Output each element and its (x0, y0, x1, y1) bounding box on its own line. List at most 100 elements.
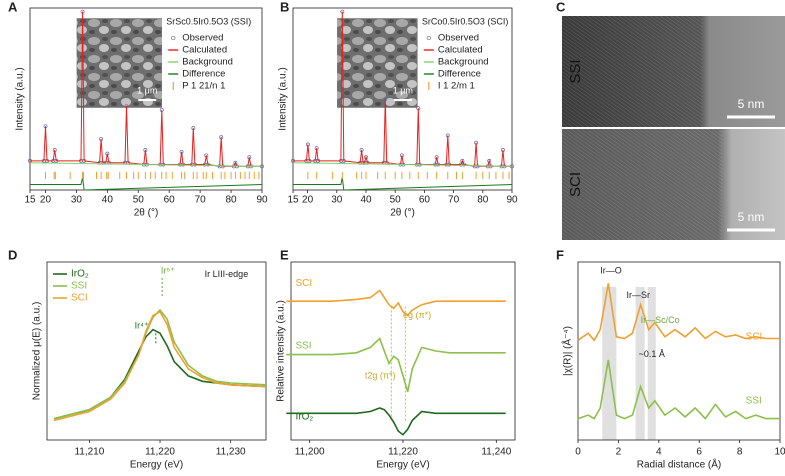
x-tick-label: 11,220 (145, 447, 175, 458)
x-tick-label: 70 (448, 195, 460, 206)
x-tick-label: 70 (195, 195, 207, 206)
x-tick-label: 11,210 (74, 447, 104, 458)
sample-label: SrCo0.5Ir0.5O3 (SCI) (422, 16, 509, 26)
x-axis-label: Energy (eV) (376, 460, 429, 471)
shell-band (647, 287, 656, 440)
series-line (286, 407, 506, 436)
x-tick-label: 90 (506, 195, 518, 206)
scale-bar-label: 5 nm (738, 97, 765, 111)
x-tick-label: 2 (616, 447, 622, 458)
legend-label: Calculated (182, 45, 227, 56)
legend-symbol (426, 35, 431, 41)
x-tick-label: 11,220 (388, 447, 418, 458)
legend-label: SCI (71, 293, 88, 304)
y-axis-label: Intensity (a.u.) (15, 67, 26, 130)
x-axis-label: Energy (eV) (130, 460, 183, 471)
x-tick-label: 6 (696, 447, 702, 458)
series-line (29, 162, 263, 167)
legend-label: IrO₂ (71, 269, 89, 280)
annotation: eg (π*) (403, 310, 431, 320)
legend-label: Calculated (438, 45, 483, 56)
series-label: SSI (295, 340, 311, 351)
plot-frame (292, 7, 513, 191)
annotation: Ir⁵⁺ (161, 265, 175, 275)
series-label: SSI (746, 395, 762, 406)
x-tick-label: 80 (477, 195, 489, 206)
annotation: Ir LIII-edge (205, 269, 249, 279)
x-tick-label: 11,240 (481, 447, 511, 458)
series-line (293, 177, 513, 191)
legend-symbol (171, 35, 176, 41)
x-tick-label: 80 (226, 195, 238, 206)
x-tick-label: 20 (302, 195, 314, 206)
x-tick-label: 50 (133, 195, 145, 206)
tem-lattice (562, 16, 703, 127)
series-label: SCI (746, 331, 763, 342)
observed-point (233, 160, 238, 165)
sem-inset (76, 17, 163, 109)
series-line (577, 283, 780, 342)
y-axis-label: Relative intensity (a.u.) (276, 300, 287, 402)
image-label: SCI (567, 172, 584, 197)
x-tick-label: 40 (102, 195, 114, 206)
series-line (286, 337, 506, 393)
tem-lattice (562, 129, 723, 240)
series-line (30, 177, 263, 191)
x-tick-label: 60 (419, 195, 431, 206)
legend-label: SSI (71, 281, 87, 292)
legend-label: Observed (438, 33, 479, 44)
legend-label: P 1 21/n 1 (182, 81, 225, 92)
y-axis-label: Normalized μ(E) (a.u.) (32, 302, 43, 401)
x-tick-label: 15 (24, 195, 36, 206)
plot-frame (29, 7, 263, 191)
panel-letter: D (8, 247, 17, 262)
plot-frame (46, 261, 267, 441)
panel-letter: A (8, 0, 18, 14)
scale-bar-label: 1 μm (137, 85, 157, 95)
panel-letter: B (280, 0, 289, 14)
series-line (577, 359, 780, 420)
legend-label: Observed (182, 33, 223, 44)
x-tick-label: 8 (737, 447, 743, 458)
x-tick-label: 40 (360, 195, 372, 206)
x-axis-label: 2θ (°) (390, 208, 415, 219)
image-label: SSI (567, 59, 584, 83)
shell-band (635, 287, 645, 440)
annotation: Ir—Sc/Co (641, 315, 680, 325)
sem-inset (336, 17, 419, 109)
legend-label: Background (182, 57, 233, 68)
legend-label: Difference (438, 69, 481, 80)
plot-frame (577, 261, 781, 441)
annotation: Ir—Sr (626, 290, 650, 300)
legend-label: Background (438, 57, 489, 68)
panel-letter: F (556, 247, 564, 262)
panel-letter: E (280, 247, 289, 262)
series-line (53, 310, 267, 422)
x-tick-label: 30 (71, 195, 83, 206)
series-line (292, 162, 513, 167)
observed-point (460, 158, 465, 163)
annotation: Ir⁴⁺ (135, 320, 149, 330)
panel-letter: C (556, 0, 566, 14)
y-axis-label: Intensity (a.u.) (278, 67, 289, 130)
x-tick-label: 50 (390, 195, 402, 206)
sample-label: SrSc0.5Ir0.5O3 (SSI) (166, 16, 251, 26)
series-line (286, 289, 506, 317)
series-line (53, 328, 267, 420)
x-axis-label: Radial distance (Å) (637, 458, 721, 471)
x-tick-label: 11,230 (216, 447, 246, 458)
x-tick-label: 10 (774, 447, 785, 458)
scale-bar-label: 5 nm (738, 210, 765, 224)
x-tick-label: 30 (331, 195, 343, 206)
annotation: Ir—O (600, 265, 622, 275)
scale-bar-label: 1 μm (393, 85, 413, 95)
legend-label: Difference (182, 69, 225, 80)
x-tick-label: 11,200 (295, 447, 325, 458)
x-tick-label: 20 (40, 195, 52, 206)
x-tick-label: 4 (656, 447, 662, 458)
legend-label: I 1 2/m 1 (438, 81, 475, 92)
series-line (53, 308, 267, 420)
annotation: ~0.1 Å (639, 349, 665, 359)
annotation: t2g (π*) (365, 370, 396, 380)
